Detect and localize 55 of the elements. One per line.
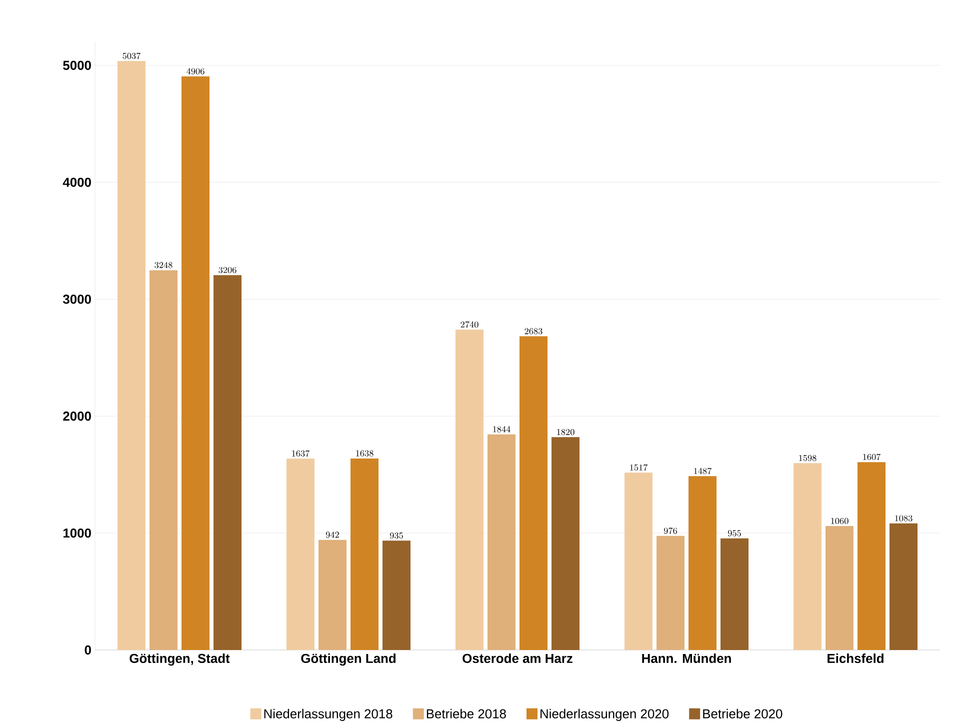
data-label: 1083 [895, 515, 912, 522]
bar [890, 523, 918, 650]
bar [382, 540, 411, 650]
data-label: 955 [728, 530, 741, 536]
bar [214, 275, 242, 650]
bar [150, 270, 178, 650]
data-label: 935 [390, 532, 403, 539]
data-label: 3206 [218, 266, 236, 274]
bar [520, 336, 548, 650]
legend-label: Betriebe 2020 [703, 708, 782, 718]
x-tick-label: Eichsfeld [828, 654, 884, 664]
bar [794, 463, 822, 650]
data-label: 942 [326, 532, 339, 538]
x-tick-label: Hann. Münden [642, 654, 731, 664]
data-label: 1607 [863, 454, 881, 460]
bar [688, 476, 717, 650]
legend-label: Niederlassungen 2018 [264, 708, 392, 721]
data-label: 976 [664, 528, 678, 534]
x-tick-label: Osterode am Harz [462, 654, 572, 664]
data-label: 1820 [557, 429, 574, 436]
bar [350, 458, 379, 650]
data-label: 5037 [122, 52, 141, 60]
data-label: 1598 [799, 454, 816, 462]
data-label: 3248 [154, 262, 172, 268]
data-label: 1487 [694, 468, 712, 474]
data-label: 1637 [292, 450, 310, 457]
data-label: 2683 [524, 328, 542, 334]
y-tick-label: 0 [84, 645, 91, 655]
y-tick-label: 3000 [62, 294, 91, 304]
data-label: 1638 [356, 450, 374, 456]
data-label: 1844 [493, 426, 510, 432]
bar [118, 61, 146, 650]
bar [826, 526, 854, 650]
bar [624, 472, 653, 650]
y-tick-label: 5000 [63, 60, 91, 70]
bar [656, 536, 685, 650]
bar [286, 458, 315, 650]
y-tick-label: 4000 [62, 178, 91, 187]
bar [488, 434, 516, 650]
bar [318, 540, 347, 650]
bar [552, 437, 580, 650]
bar [182, 76, 210, 650]
x-tick-label: Göttingen Land [301, 654, 396, 666]
data-label: 1517 [630, 464, 648, 471]
y-tick-label: 2000 [63, 412, 91, 421]
bar [720, 538, 749, 650]
bar [858, 462, 886, 650]
data-label: 2740 [460, 321, 478, 328]
x-tick-label: Göttingen, Stadt [130, 654, 230, 666]
y-tick-label: 1000 [63, 528, 91, 538]
data-label: 4906 [186, 68, 204, 74]
bar [456, 330, 484, 650]
data-label: 1060 [831, 518, 848, 524]
legend-label: Betriebe 2018 [426, 708, 506, 718]
legend-label: Niederlassungen 2020 [540, 708, 669, 721]
